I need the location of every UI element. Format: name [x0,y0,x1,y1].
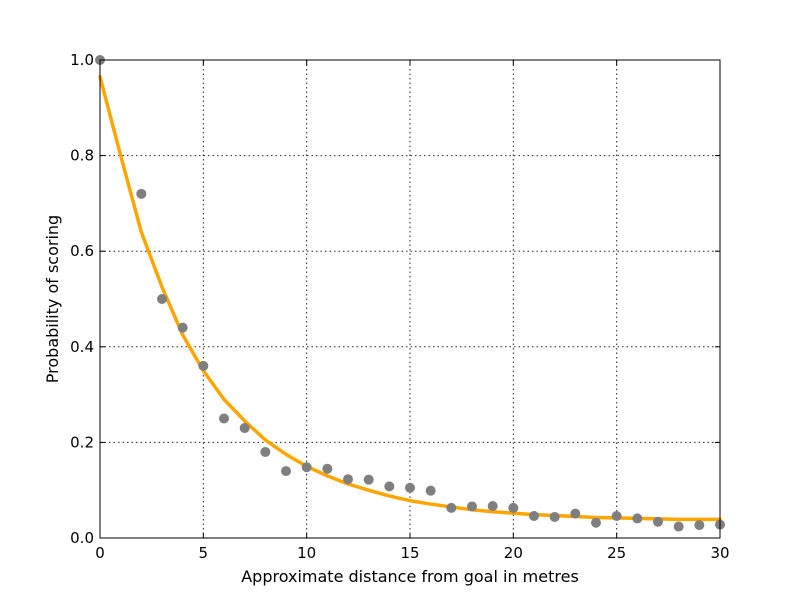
data-point [136,188,147,199]
data-point [198,360,209,371]
data-point [301,462,312,473]
data-point [487,500,498,511]
data-point [239,423,250,434]
data-point [549,511,560,522]
x-axis-label: Approximate distance from goal in metres [241,567,579,586]
y-axis-label: Probability of scoring [43,215,62,383]
data-point [157,294,167,304]
x-tick-label: 0 [95,544,105,562]
data-point [529,511,539,522]
data-point [508,502,519,513]
data-point [632,513,643,524]
x-tick-label: 15 [400,544,419,562]
y-tick-label: 0.4 [70,338,94,356]
data-point [694,520,705,531]
data-point [219,413,229,424]
x-tick-label: 10 [297,544,316,562]
data-point [384,481,395,492]
data-point [673,521,684,532]
y-tick-label: 0.0 [70,529,94,547]
y-tick-label: 0.6 [70,242,94,260]
data-point [343,474,353,485]
x-tick-label: 5 [199,544,209,562]
data-points [95,55,725,532]
data-point [260,446,271,457]
data-point [363,474,374,485]
data-point [322,463,333,474]
data-point [446,502,457,513]
data-point [591,517,601,528]
y-tick-label: 0.8 [70,147,94,165]
x-tick-label: 25 [607,544,626,562]
data-point [467,501,477,512]
data-point [570,508,581,519]
y-tick-label: 0.2 [70,433,94,451]
data-point [653,516,663,527]
x-tick-label: 30 [710,544,729,562]
x-tick-label: 20 [504,544,523,562]
data-point [405,482,415,493]
data-point [177,322,188,333]
data-point [611,511,622,522]
data-point [281,466,291,477]
ticks: 0 5 10 15 20 25 30 0.0 0.2 0.4 0.6 0.8 1.0 [70,51,729,562]
y-tick-label: 1.0 [70,51,94,69]
data-point [425,485,436,496]
grid [100,60,720,538]
